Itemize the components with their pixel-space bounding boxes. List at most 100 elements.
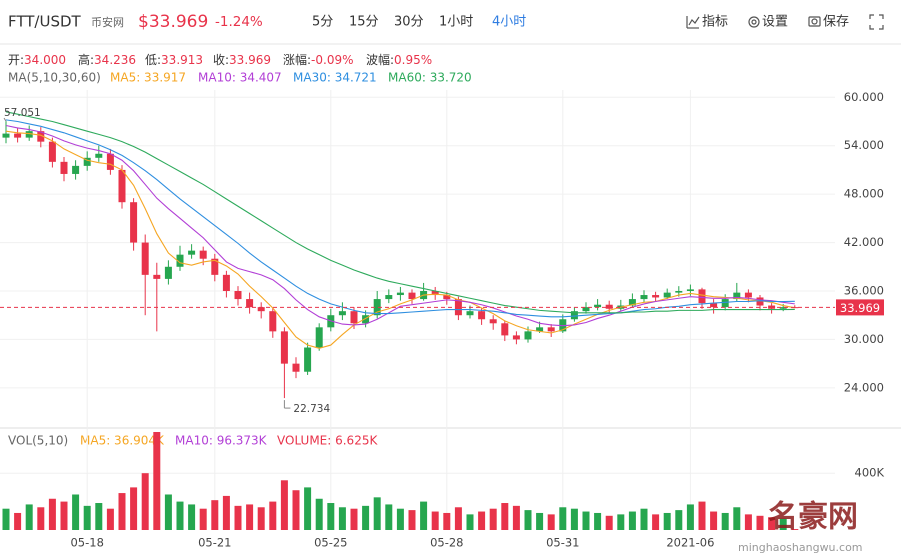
volume-bar — [733, 507, 741, 530]
volume-bar — [222, 495, 230, 530]
volume-bar — [501, 503, 509, 530]
candle-body — [582, 307, 590, 312]
candle-body — [663, 292, 671, 298]
last-price-box — [836, 299, 884, 316]
stat-label: 涨幅: — [283, 52, 311, 67]
volume-bar — [617, 514, 625, 530]
interval[interactable]: 1小时 — [439, 15, 473, 30]
stat: 低:33.913 — [145, 53, 203, 67]
volume-bar — [280, 480, 288, 530]
candle-body — [733, 292, 741, 300]
volume-bar — [605, 515, 613, 530]
volume-bar — [652, 514, 660, 530]
volume-bar — [130, 487, 138, 530]
ma-line — [5, 124, 795, 327]
candle-body — [721, 299, 729, 308]
tool[interactable]: 设置 — [762, 15, 788, 30]
volume-bar — [257, 507, 265, 530]
volume-bar — [420, 501, 428, 530]
volume-bar — [698, 501, 706, 530]
candle-body — [48, 141, 56, 162]
interval[interactable]: 15分 — [349, 15, 379, 30]
last-price-label: 33.969 — [840, 301, 880, 315]
candle-body — [304, 347, 312, 372]
candle-body — [396, 292, 404, 296]
candle-body — [594, 304, 602, 308]
change: -1.24% — [215, 14, 263, 30]
candle-body — [338, 311, 346, 316]
volume-bar — [791, 529, 799, 530]
stat-value: 34.000 — [24, 53, 66, 67]
volume-bar — [640, 508, 648, 530]
stat-value: 33.969 — [229, 53, 271, 67]
volume-bar — [408, 510, 416, 530]
candle-body — [199, 250, 207, 259]
volume-bar — [721, 512, 729, 530]
candle-body — [95, 153, 103, 158]
interval[interactable]: 30分 — [394, 15, 424, 30]
ma-legend: MA10: 34.407 — [198, 71, 282, 85]
vol-legend: MA10: 96.373K — [175, 434, 268, 448]
volume-bar — [60, 501, 68, 530]
tool[interactable]: 指标 — [702, 15, 728, 30]
candle-body — [292, 363, 300, 372]
watermark-url: minghaoshangwu.com — [738, 541, 863, 554]
candle-body — [443, 295, 451, 300]
candle-body — [408, 292, 416, 300]
interval[interactable]: 5分 — [312, 15, 333, 30]
candle-body — [536, 327, 544, 332]
watermark: 名豪网 — [768, 500, 858, 535]
volume-bar — [37, 507, 45, 530]
candle-body — [257, 307, 265, 312]
candle-body — [246, 299, 254, 308]
candle-body — [60, 161, 68, 174]
x-tick-label: 05-21 — [198, 536, 231, 550]
volume-bar — [756, 515, 764, 530]
candle-body — [211, 258, 219, 275]
candle-body — [524, 331, 532, 340]
volume-bar — [779, 518, 787, 530]
candle-body — [106, 153, 114, 170]
candle-body — [466, 311, 474, 316]
volume-bar — [570, 508, 578, 530]
volume-bar — [14, 512, 22, 530]
x-tick-label: 2021-06 — [666, 536, 714, 550]
vol-title: VOL(5,10) — [8, 434, 68, 448]
plot: 05-18 05-21 05-25 05-28 05-31 2021-06 60.000 54… — [0, 90, 884, 550]
candle-body — [269, 311, 277, 332]
candle-body — [686, 289, 694, 291]
candle-body — [280, 331, 288, 364]
volume-bar — [675, 510, 683, 530]
interval-active[interactable]: 4小时 — [492, 15, 526, 30]
stat: 开:34.000 — [8, 53, 66, 67]
stat-value: 34.236 — [94, 53, 136, 67]
ma-line — [5, 119, 795, 318]
volume-bar — [536, 512, 544, 530]
volume-bar — [582, 511, 590, 530]
volume-bar — [489, 508, 497, 530]
x-tick-label: 05-25 — [314, 536, 347, 550]
candle-body — [478, 311, 486, 320]
tool[interactable]: 保存 — [823, 15, 849, 30]
candle-body — [2, 133, 10, 138]
candle-body — [512, 335, 520, 340]
candle-body — [222, 274, 230, 291]
stat: 高:34.236 — [78, 52, 136, 67]
max-annotation: 57.051 — [4, 107, 41, 119]
stat-label: 收: — [213, 53, 229, 67]
candle-body — [234, 291, 242, 300]
candle-body — [385, 295, 393, 300]
volume-bar — [373, 497, 381, 530]
volume-bar — [48, 498, 56, 530]
y-tick-label: 48.000 — [844, 187, 884, 201]
volume-bar — [25, 504, 33, 530]
candle-body — [570, 311, 578, 320]
volume-bar — [141, 473, 149, 530]
stat-value: -0.09% — [311, 53, 353, 67]
volume-bar — [2, 508, 10, 530]
y-tick-label: 60.000 — [844, 90, 884, 104]
volume-bar — [292, 490, 300, 530]
x-tick-label: 05-18 — [70, 536, 103, 550]
volume-bar — [431, 511, 439, 530]
candle-body — [315, 327, 323, 348]
